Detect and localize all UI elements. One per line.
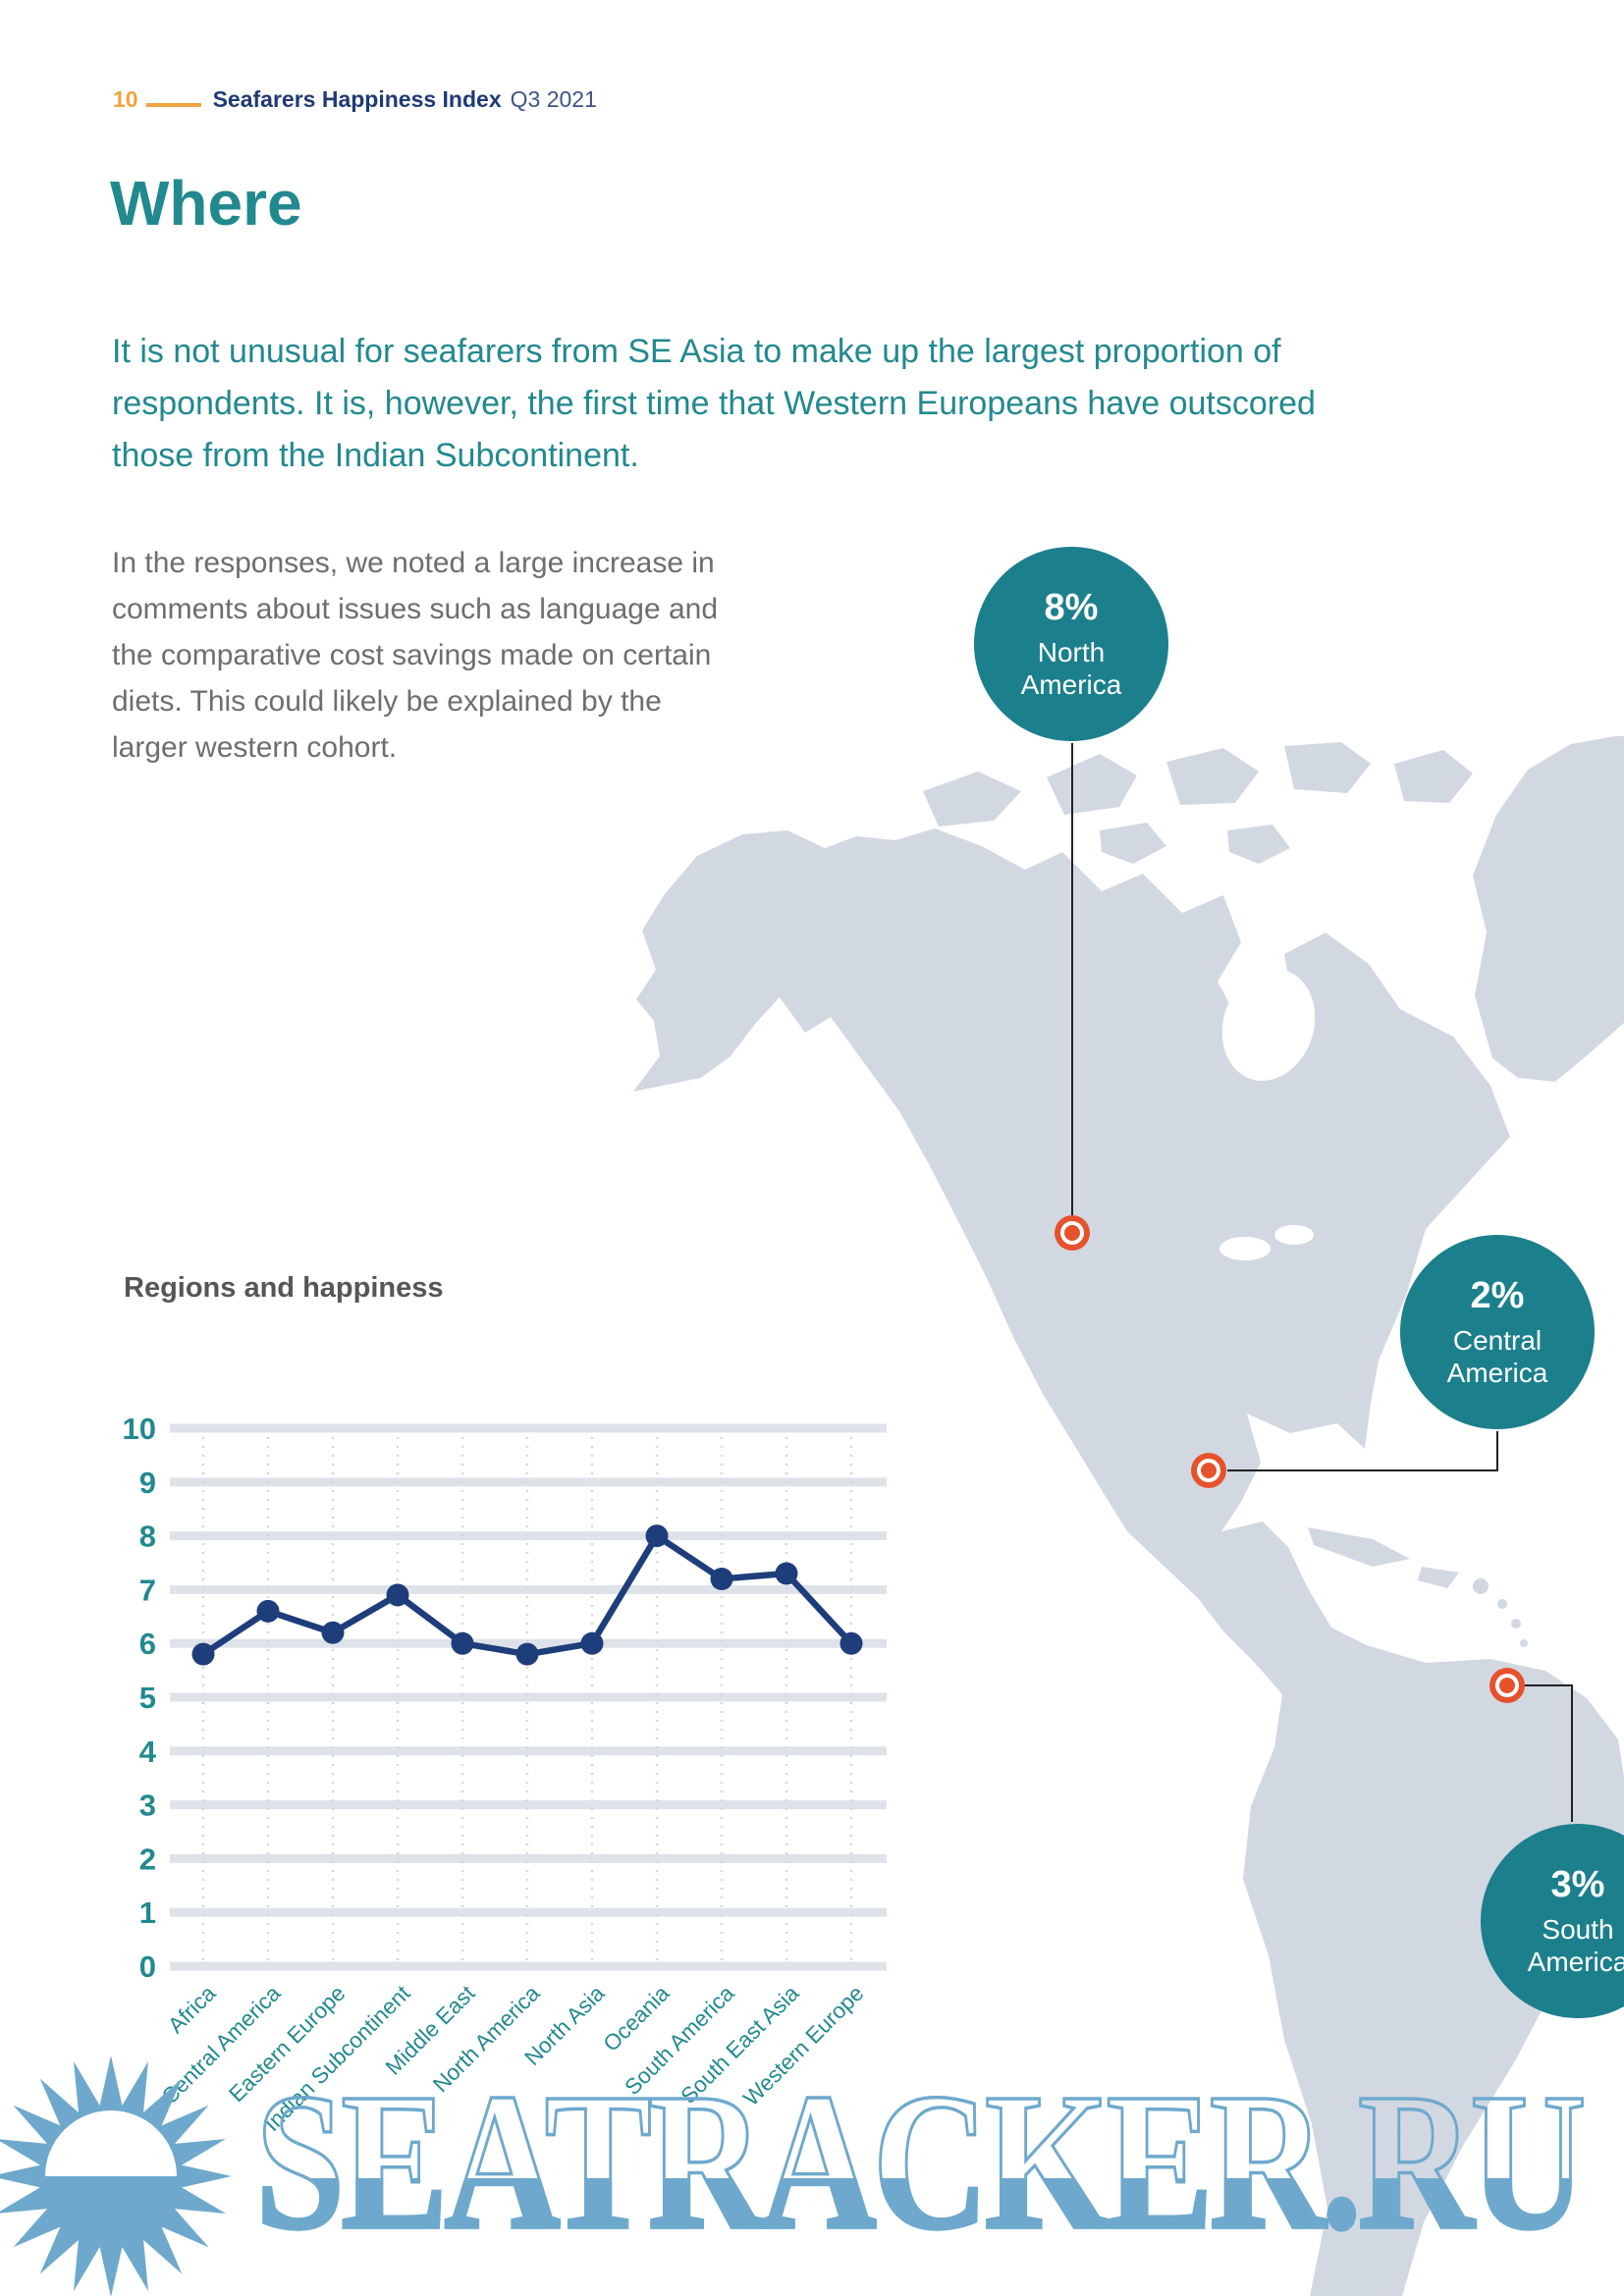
chart-point — [321, 1621, 345, 1644]
chart-point — [451, 1631, 474, 1655]
south-america-marker — [1489, 1668, 1525, 1703]
intro-paragraph: It is not unusual for seafarers from SE … — [112, 333, 1316, 474]
gridline-band — [170, 1584, 887, 1594]
y-tick-label: 7 — [139, 1573, 156, 1607]
y-tick-label: 8 — [139, 1520, 156, 1554]
report-edition: Q3 2021 — [510, 86, 597, 112]
y-tick-label: 1 — [139, 1896, 156, 1930]
badge-north-america: 8% North America — [974, 547, 1168, 741]
badge-percentage: 3% — [1550, 1864, 1605, 1905]
badge-region: North America — [1020, 637, 1122, 700]
gridline-band — [170, 1853, 887, 1863]
chart-point — [710, 1567, 733, 1590]
chart-point — [775, 1562, 798, 1585]
chart-point — [515, 1642, 539, 1666]
body-paragraph: In the responses, we noted a large incre… — [112, 547, 719, 764]
page-header: 10 Seafarers Happiness Index Q3 2021 — [113, 86, 597, 113]
north-south-america-landmass — [633, 828, 1624, 2296]
badge-connectors — [1071, 743, 1573, 1822]
badge-percentage: 2% — [1470, 1275, 1525, 1316]
location-markers — [1055, 1215, 1525, 1703]
chart-point — [256, 1599, 280, 1623]
gridline-band — [170, 1907, 887, 1917]
y-tick-label: 2 — [139, 1842, 156, 1876]
central-america-marker — [1191, 1453, 1226, 1488]
chart-point — [191, 1642, 215, 1666]
landmass — [633, 736, 1624, 2296]
y-tick-label: 0 — [139, 1949, 156, 1984]
gridline-band — [170, 1423, 887, 1433]
gridline-band — [170, 1746, 887, 1756]
chart-point — [580, 1631, 604, 1655]
x-tick-label: Africa — [163, 1981, 221, 2039]
y-tick-label: 4 — [139, 1735, 157, 1769]
arctic-islands — [923, 742, 1473, 864]
gridline-band — [170, 1692, 887, 1702]
x-tick-label: Eastern Europe — [224, 1981, 350, 2107]
chart-point — [839, 1631, 863, 1655]
y-tick-label: 6 — [139, 1627, 156, 1661]
badge-region: Central America — [1446, 1325, 1548, 1388]
central-america-connector-line — [1227, 1431, 1498, 1471]
chart-title: Regions and happiness — [124, 1272, 444, 1304]
badge-central-america: 2% Central America — [1400, 1235, 1595, 1429]
page-number: 10 — [113, 86, 138, 112]
inland-water — [1219, 969, 1316, 1260]
caribbean-islands — [1308, 1527, 1528, 1647]
greenland — [1473, 736, 1624, 1082]
badge-region: South America — [1527, 1914, 1624, 1977]
chart-point — [645, 1524, 669, 1548]
chart-point — [386, 1583, 409, 1607]
south-america-connector-line — [1525, 1684, 1573, 1822]
y-tick-label: 9 — [139, 1466, 156, 1500]
x-tick-label: South East Asia — [677, 1981, 804, 2109]
report-title: Seafarers Happiness Index — [212, 86, 502, 112]
y-tick-label: 3 — [139, 1789, 156, 1823]
north-america-marker — [1055, 1215, 1090, 1251]
y-tick-label: 5 — [139, 1681, 156, 1715]
x-tick-label: Central America — [157, 1981, 286, 2109]
gridline-band — [170, 1800, 887, 1810]
gridline-band — [170, 1961, 887, 1971]
badge-percentage: 8% — [1044, 587, 1099, 628]
x-tick-label: Western Europe — [738, 1981, 868, 2110]
section-heading: Where — [110, 168, 302, 239]
header-rule — [145, 103, 201, 107]
y-tick-label: 10 — [123, 1412, 156, 1446]
badge-south-america: 3% South America — [1481, 1824, 1624, 2018]
